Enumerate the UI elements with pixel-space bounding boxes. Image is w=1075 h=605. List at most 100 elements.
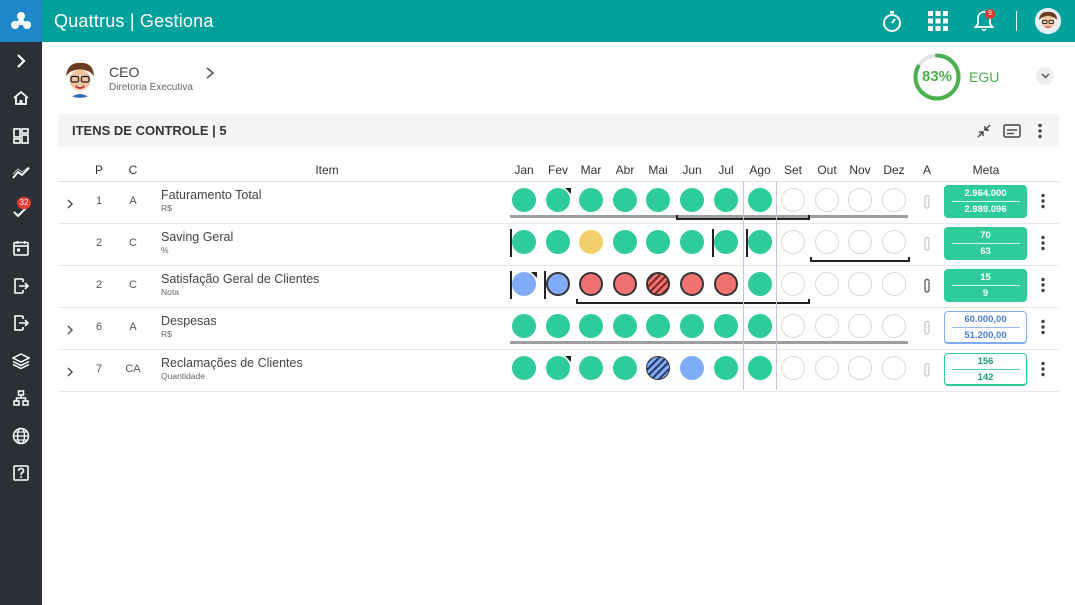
month-status-dot[interactable] — [815, 314, 839, 338]
chevron-right-icon[interactable] — [205, 66, 215, 84]
table-row[interactable]: 1 A Faturamento Total R$ 2.964.000 2.989.096 — [58, 182, 1059, 224]
table-row[interactable]: 7 CA Reclamações de Clientes Quantidade 156 1… — [58, 350, 1059, 392]
month-status-dot[interactable] — [646, 230, 670, 254]
sidebar-item-exit[interactable] — [0, 267, 42, 305]
month-status-dot[interactable] — [781, 356, 805, 380]
month-status-dot[interactable] — [815, 230, 839, 254]
month-status-dot[interactable] — [815, 188, 839, 212]
sidebar-item-globe[interactable] — [0, 417, 42, 455]
month-status-dot[interactable] — [512, 314, 536, 338]
more-vert-icon[interactable] — [1041, 361, 1045, 382]
more-vert-icon[interactable] — [1031, 122, 1049, 140]
paperclip-icon[interactable] — [922, 362, 932, 383]
month-status-dot[interactable] — [579, 314, 603, 338]
month-status-dot[interactable] — [613, 356, 637, 380]
month-status-dot[interactable] — [546, 230, 570, 254]
sidebar-item-hierarchy[interactable] — [0, 380, 42, 418]
paperclip-icon[interactable] — [922, 194, 932, 215]
meta-badge[interactable]: 2.964.000 2.989.096 — [944, 185, 1027, 218]
month-status-dot[interactable] — [546, 314, 570, 338]
apps-grid-icon[interactable] — [924, 7, 952, 35]
stopwatch-icon[interactable] — [878, 7, 906, 35]
month-status-dot[interactable] — [680, 314, 704, 338]
month-status-dot[interactable] — [781, 272, 805, 296]
month-status-dot[interactable] — [882, 230, 906, 254]
sidebar-item-exit-2[interactable] — [0, 305, 42, 343]
month-status-dot[interactable] — [714, 230, 738, 254]
table-row[interactable]: 6 A Despesas R$ 60.000,00 51.200,00 — [58, 308, 1059, 350]
item-name[interactable]: Faturamento Total — [161, 188, 262, 202]
month-status-dot[interactable] — [748, 356, 772, 380]
month-status-dot[interactable] — [815, 356, 839, 380]
month-status-dot[interactable] — [748, 314, 772, 338]
month-status-dot[interactable] — [579, 188, 603, 212]
month-status-dot[interactable] — [748, 230, 772, 254]
sidebar-item-tasks[interactable]: 32 — [0, 192, 42, 230]
paperclip-icon[interactable] — [922, 320, 932, 341]
month-status-dot[interactable] — [848, 230, 872, 254]
meta-badge[interactable]: 60.000,00 51.200,00 — [944, 311, 1027, 344]
sidebar-item-chevron-right[interactable] — [0, 42, 42, 80]
month-status-dot[interactable] — [680, 188, 704, 212]
month-status-dot[interactable] — [714, 356, 738, 380]
month-status-dot[interactable] — [512, 230, 536, 254]
month-status-dot[interactable] — [613, 272, 637, 296]
chevron-right-icon[interactable] — [66, 196, 74, 214]
month-status-dot[interactable] — [680, 230, 704, 254]
month-status-dot[interactable] — [646, 272, 670, 296]
month-status-dot[interactable] — [815, 272, 839, 296]
more-vert-icon[interactable] — [1041, 235, 1045, 256]
item-name[interactable]: Satisfação Geral de Clientes — [161, 272, 320, 286]
meta-badge[interactable]: 70 63 — [944, 227, 1027, 260]
caption-icon[interactable] — [1003, 122, 1021, 140]
month-status-dot[interactable] — [748, 188, 772, 212]
more-vert-icon[interactable] — [1041, 277, 1045, 298]
profile-header[interactable]: CEO Diretoria Executiva — [60, 56, 215, 100]
month-status-dot[interactable] — [646, 356, 670, 380]
item-name[interactable]: Reclamações de Clientes — [161, 356, 303, 370]
month-status-dot[interactable] — [848, 188, 872, 212]
month-status-dot[interactable] — [579, 272, 603, 296]
bell-icon[interactable]: 9 — [970, 7, 998, 35]
sidebar-item-trend[interactable] — [0, 155, 42, 193]
item-name[interactable]: Saving Geral — [161, 230, 234, 244]
chevron-right-icon[interactable] — [66, 322, 74, 340]
collapse-icon[interactable] — [975, 122, 993, 140]
month-status-dot[interactable] — [512, 188, 536, 212]
month-status-dot[interactable] — [512, 356, 536, 380]
month-status-dot[interactable] — [579, 230, 603, 254]
meta-badge[interactable]: 156 142 — [944, 353, 1027, 386]
item-name[interactable]: Despesas — [161, 314, 217, 328]
month-status-dot[interactable] — [882, 188, 906, 212]
month-status-dot[interactable] — [781, 230, 805, 254]
month-status-dot[interactable] — [848, 272, 872, 296]
month-status-dot[interactable] — [680, 272, 704, 296]
month-status-dot[interactable] — [646, 188, 670, 212]
sidebar-item-calendar[interactable] — [0, 230, 42, 268]
table-row[interactable]: 2 C Saving Geral% 70 63 — [58, 224, 1059, 266]
month-status-dot[interactable] — [714, 188, 738, 212]
month-status-dot[interactable] — [579, 356, 603, 380]
month-status-dot[interactable] — [714, 272, 738, 296]
month-status-dot[interactable] — [613, 230, 637, 254]
quattrus-logo[interactable] — [0, 0, 42, 42]
month-status-dot[interactable] — [882, 356, 906, 380]
month-status-dot[interactable] — [546, 272, 570, 296]
meta-badge[interactable]: 15 9 — [944, 269, 1027, 302]
month-status-dot[interactable] — [882, 272, 906, 296]
table-row[interactable]: 2 C Satisfação Geral de Clientes Nota 15 9 — [58, 266, 1059, 308]
paperclip-icon[interactable] — [922, 278, 932, 299]
month-status-dot[interactable] — [613, 314, 637, 338]
month-status-dot[interactable] — [781, 188, 805, 212]
chevron-right-icon[interactable] — [66, 364, 74, 382]
month-status-dot[interactable] — [848, 314, 872, 338]
month-status-dot[interactable] — [882, 314, 906, 338]
sidebar-item-help[interactable] — [0, 455, 42, 493]
chevron-down-icon[interactable] — [1036, 67, 1054, 85]
month-status-dot[interactable] — [748, 272, 772, 296]
month-status-dot[interactable] — [781, 314, 805, 338]
user-avatar[interactable] — [1035, 8, 1061, 34]
month-status-dot[interactable] — [613, 188, 637, 212]
month-status-dot[interactable] — [714, 314, 738, 338]
sidebar-item-home[interactable] — [0, 80, 42, 118]
